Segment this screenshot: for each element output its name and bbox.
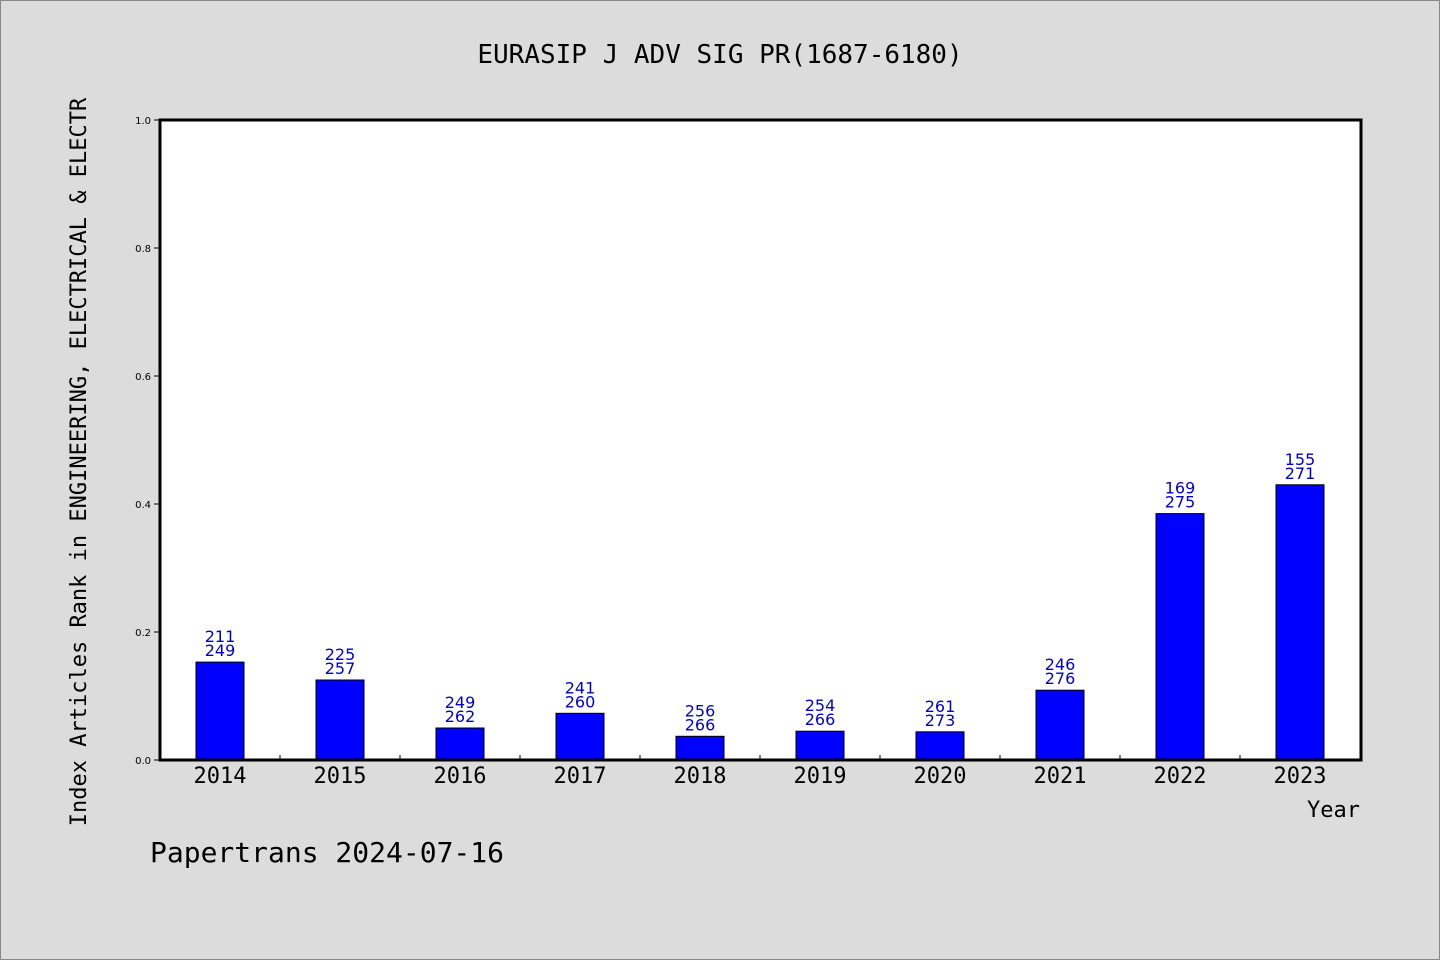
total-label-2023: 271	[1285, 464, 1316, 483]
y-tick-1.0: 1.0	[135, 116, 151, 127]
total-label-2018: 266	[685, 715, 716, 734]
bar-2020	[915, 731, 965, 761]
bar-2019	[795, 730, 845, 761]
rank-label-2017: 241	[565, 678, 596, 697]
x-tick-2014: 2014	[194, 764, 247, 789]
total-label-2019: 266	[805, 710, 836, 729]
total-label-2015: 257	[325, 659, 356, 678]
bar-2016	[435, 727, 485, 761]
y-tick-0.0: 0.0	[135, 756, 151, 767]
x-tick-2021: 2021	[1034, 764, 1087, 789]
total-label-2021: 276	[1045, 669, 1076, 688]
x-tick-2023: 2023	[1274, 764, 1327, 789]
rank-label-2015: 225	[325, 645, 356, 664]
bar-2015	[315, 679, 365, 761]
footer-text: Papertrans 2024-07-16	[150, 836, 504, 869]
bar-2018	[675, 735, 725, 761]
y-tick-0.2: 0.2	[135, 628, 151, 639]
rank-label-2016: 249	[445, 693, 476, 712]
y-tick-0.6: 0.6	[135, 372, 151, 383]
y-axis-label: Index Articles Rank in ENGINEERING, ELEC…	[67, 97, 92, 826]
rank-label-2022: 169	[1165, 479, 1196, 498]
rank-label-2018: 256	[685, 701, 716, 720]
y-tick-0.4: 0.4	[135, 500, 151, 511]
x-tick-2022: 2022	[1154, 764, 1207, 789]
total-label-2022: 275	[1165, 493, 1196, 512]
x-axis-label: Year	[1307, 798, 1360, 823]
x-tick-2018: 2018	[674, 764, 727, 789]
bar-2022	[1155, 513, 1205, 761]
rank-label-2014: 211	[205, 627, 236, 646]
total-label-2017: 260	[565, 692, 596, 711]
y-tick-0.8: 0.8	[135, 244, 151, 255]
bar-2017	[555, 712, 605, 761]
bar-2021	[1035, 689, 1085, 761]
x-ticks-group: 2014 2015 2016 2017 2018 2019 2020 2021 2022 2023	[194, 755, 1327, 789]
bar-2014	[195, 661, 245, 761]
bars-group	[195, 484, 1325, 761]
x-tick-2015: 2015	[314, 764, 367, 789]
rank-label-2019: 254	[805, 696, 836, 715]
x-tick-2019: 2019	[794, 764, 847, 789]
chart-title: EURASIP J ADV SIG PR(1687-6180)	[477, 40, 962, 70]
y-ticks-group: 0.0 0.2 0.4 0.6 0.8 1.0	[135, 116, 160, 767]
x-tick-2017: 2017	[554, 764, 607, 789]
rank-label-2021: 246	[1045, 655, 1076, 674]
total-label-2020: 273	[925, 711, 956, 730]
plot-border	[158, 118, 1363, 762]
x-tick-2016: 2016	[434, 764, 487, 789]
total-label-2016: 262	[445, 707, 476, 726]
bar-2023	[1275, 484, 1325, 761]
x-tick-2020: 2020	[914, 764, 967, 789]
total-label-2014: 249	[205, 641, 236, 660]
rank-label-2020: 261	[925, 697, 956, 716]
rank-label-2023: 155	[1285, 450, 1316, 469]
